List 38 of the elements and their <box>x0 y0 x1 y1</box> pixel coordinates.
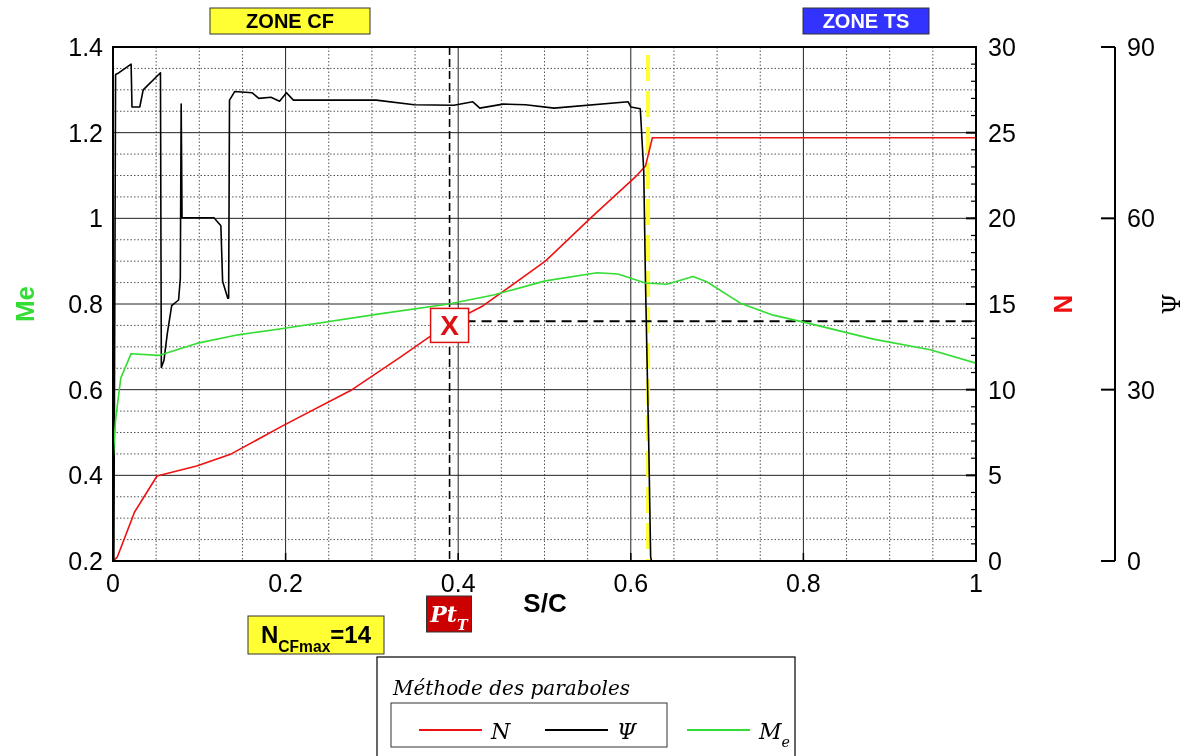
y-tick-label: 0.4 <box>68 461 104 490</box>
legend-title: Méthode des paraboles <box>392 676 631 700</box>
y2-tick-label: 30 <box>988 33 1016 61</box>
y2-tick-label: 0 <box>988 547 1002 575</box>
y3-tick-label: 30 <box>1127 375 1155 404</box>
y3-tick-label: 90 <box>1127 33 1155 61</box>
annotation: X <box>440 310 460 342</box>
y-tick-label: 0.8 <box>68 290 103 318</box>
y-axis-title: Me <box>10 285 40 323</box>
x-axis-title: S/C <box>523 588 567 618</box>
x-tick-label: 0.6 <box>613 569 649 597</box>
x-tick-label: 0.4 <box>440 569 476 597</box>
legend-label: M$_{e}$ <box>758 719 790 750</box>
legend-label: Ψ <box>617 719 637 744</box>
x-tick-label: 0.2 <box>268 569 303 597</box>
y-tick-label: 0.2 <box>68 547 103 575</box>
text: N$_{CFmax}$=14 <box>260 621 372 655</box>
y-tick-label: 1 <box>89 204 103 233</box>
y2-tick-label: 15 <box>988 290 1016 318</box>
x-tick-label: 0.8 <box>786 569 821 597</box>
y2-tick-label: 5 <box>988 461 1002 490</box>
y-tick-label: 0.6 <box>68 375 103 404</box>
text: ZONE CF <box>246 10 334 32</box>
y-tick-label: 1.4 <box>68 33 104 61</box>
y2-tick-label: 10 <box>988 375 1016 404</box>
text: Pt$_{T}$ <box>429 600 470 633</box>
y2-tick-label: 25 <box>988 118 1016 147</box>
text: ZONE TS <box>822 10 910 32</box>
y-tick-label: 1.2 <box>68 118 103 147</box>
y2-tick-label: 20 <box>988 204 1016 233</box>
line-series <box>113 137 976 561</box>
x-tick-label: 0 <box>106 569 120 597</box>
y2-axis-title: N <box>1048 294 1078 314</box>
x-tick-label: 1 <box>969 569 983 597</box>
y3-axis-title: Ψ <box>1158 293 1186 315</box>
y3-tick-label: 60 <box>1127 204 1155 233</box>
y3-tick-label: 0 <box>1127 547 1141 575</box>
legend-label: N <box>490 719 511 744</box>
